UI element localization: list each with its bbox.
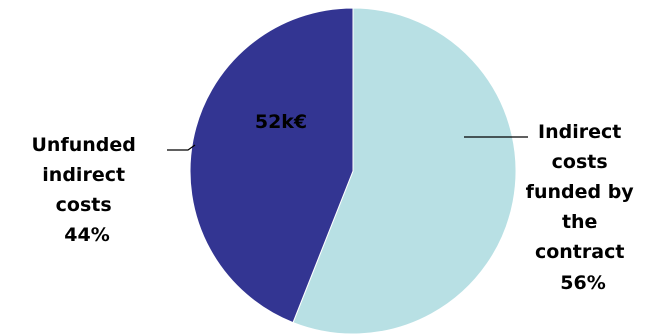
slice-label-unfunded: Unfunded indirect costs 44%	[32, 134, 143, 246]
leader-line-unfunded	[167, 144, 196, 151]
slice-label-funded-line-3: funded by	[526, 181, 635, 203]
slice-label-unfunded-line-1: Unfunded	[32, 134, 136, 156]
center-annotation: 52k€	[255, 111, 307, 133]
slice-label-unfunded-line-3: costs	[56, 194, 112, 216]
pie-slice-funded	[292, 7, 517, 334]
slice-label-funded: Indirect costs funded by the contract 56…	[526, 121, 641, 294]
slice-label-funded-line-1: Indirect	[538, 121, 621, 143]
slice-label-funded-percent: 56%	[560, 272, 605, 294]
slice-label-unfunded-percent: 44%	[64, 224, 109, 246]
slice-label-funded-line-2: costs	[552, 151, 608, 173]
slice-label-funded-line-5: contract	[535, 241, 624, 263]
pie-slices	[189, 7, 517, 334]
slice-label-funded-line-4: the	[562, 211, 598, 233]
slice-label-unfunded-line-2: indirect	[42, 164, 125, 186]
pie-slice-unfunded	[189, 7, 354, 324]
